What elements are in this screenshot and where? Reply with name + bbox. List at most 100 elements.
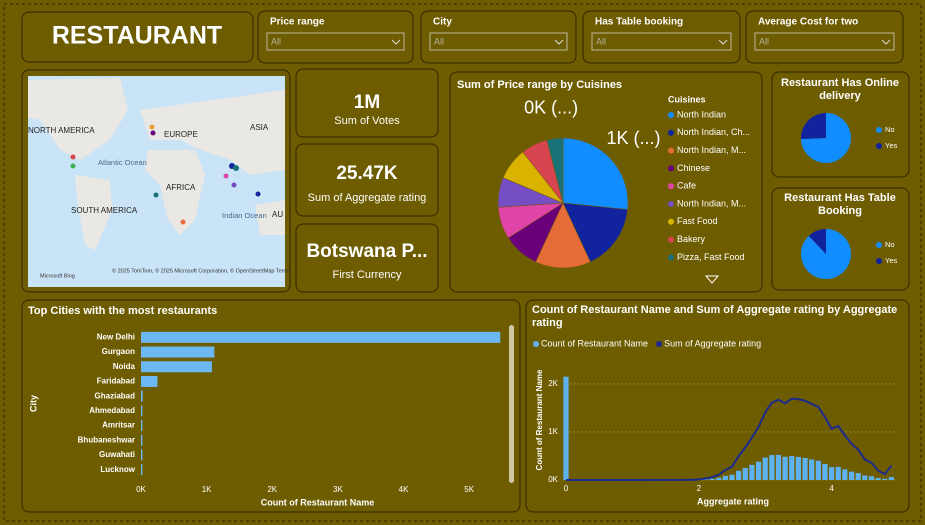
legend-marker bbox=[668, 236, 674, 243]
legend-marker bbox=[656, 341, 663, 347]
map-land bbox=[255, 200, 285, 235]
map-dot bbox=[149, 124, 155, 130]
legend-title: Cuisines bbox=[668, 94, 706, 104]
legend-label: Pizza, Fast Food bbox=[677, 252, 745, 262]
dropdown-chevron bbox=[718, 39, 728, 45]
legend-label: Yes bbox=[885, 256, 897, 265]
chart-title: Sum of Price range by Cuisines bbox=[457, 79, 622, 91]
slicer-label: Has Table booking bbox=[595, 17, 683, 28]
bar bbox=[141, 331, 501, 343]
pie-slice bbox=[546, 137, 564, 204]
map-dot bbox=[153, 192, 159, 198]
y-tick-label: Ahmedabad bbox=[89, 406, 135, 415]
legend-marker bbox=[876, 258, 882, 264]
bar bbox=[855, 473, 861, 480]
map-land bbox=[145, 150, 205, 235]
x-axis-title: Count of Restaurant Name bbox=[261, 497, 375, 507]
line bbox=[565, 397, 893, 481]
dropdown-box bbox=[266, 32, 405, 51]
chart-title-box: Count of Restaurant Name and Sum of Aggr… bbox=[532, 304, 897, 329]
slicer-label: City bbox=[433, 17, 452, 28]
dropdown-value: All bbox=[434, 36, 444, 46]
bar bbox=[795, 456, 801, 480]
bar bbox=[769, 455, 775, 480]
y-tick-label: Guwahati bbox=[99, 450, 135, 459]
legend-marker bbox=[668, 165, 674, 172]
card-panel bbox=[295, 223, 439, 293]
legend-marker bbox=[668, 201, 674, 207]
x-axis-title: Aggregate rating bbox=[697, 496, 769, 506]
bar bbox=[815, 460, 821, 480]
slicer-dropdown[interactable]: All bbox=[591, 32, 732, 51]
bar bbox=[709, 478, 715, 480]
header-panel bbox=[21, 11, 254, 63]
pie-slice bbox=[801, 113, 826, 140]
y-tick-label: Noida bbox=[113, 362, 136, 371]
bar bbox=[141, 375, 158, 387]
bar bbox=[762, 457, 768, 480]
bar bbox=[736, 470, 742, 480]
bar bbox=[868, 476, 875, 480]
card-label: First Currency bbox=[332, 269, 402, 281]
pie-slice bbox=[801, 112, 852, 163]
chart-title-box: Restaurant Has Table Booking bbox=[784, 192, 896, 217]
header-title: RESTAURANT bbox=[52, 22, 222, 50]
x-tick-label: 0K bbox=[136, 485, 146, 494]
data-label: 1K (...) bbox=[606, 128, 660, 148]
legend-scroll-arrow[interactable] bbox=[704, 275, 720, 284]
map-label: EUROPE bbox=[164, 130, 198, 139]
chart-panel bbox=[525, 299, 910, 513]
map-dot bbox=[231, 182, 237, 188]
y-tick-label: 2K bbox=[548, 379, 558, 388]
y-axis-title: Count of Restaurant Name bbox=[535, 369, 544, 470]
card-label: Sum of Votes bbox=[334, 115, 400, 127]
legend-marker bbox=[876, 143, 882, 149]
bar bbox=[848, 471, 855, 480]
map-label: Atlantic Ocean bbox=[98, 158, 147, 167]
card-value: Botswana P... bbox=[306, 241, 427, 262]
map-attribution: © 2025 TomTom, © 2025 Microsoft Corporat… bbox=[112, 267, 291, 274]
data-label: 0K (...) bbox=[524, 97, 578, 117]
chart-title-box: Restaurant Has Online delivery bbox=[781, 77, 899, 102]
scrollbar[interactable] bbox=[509, 325, 514, 483]
legend-marker bbox=[668, 183, 674, 190]
x-tick-label: 0 bbox=[564, 484, 569, 493]
y-tick-label: 1K bbox=[548, 427, 558, 436]
slicer-dropdown[interactable]: All bbox=[266, 32, 405, 51]
y-tick-label: Ghaziabad bbox=[95, 391, 136, 400]
bar bbox=[141, 464, 143, 476]
x-tick-label: 4 bbox=[829, 484, 834, 493]
bar bbox=[822, 463, 828, 480]
bar bbox=[749, 464, 755, 480]
bar bbox=[755, 461, 762, 480]
bar bbox=[802, 457, 808, 480]
map-label: AU bbox=[272, 210, 283, 219]
x-tick-label: 2 bbox=[697, 484, 702, 493]
legend-label: Count of Restaurant Name bbox=[541, 338, 648, 348]
y-tick-label: Faridabad bbox=[97, 377, 135, 386]
legend-label: No bbox=[885, 240, 895, 249]
bar bbox=[141, 346, 215, 358]
map[interactable] bbox=[28, 76, 285, 287]
legend-label: North Indian bbox=[677, 109, 726, 119]
x-tick-label: 5K bbox=[464, 485, 474, 494]
bar bbox=[862, 475, 868, 480]
map-dot bbox=[70, 163, 76, 169]
slicer-dropdown[interactable]: All bbox=[754, 32, 895, 51]
card-value: 25.47K bbox=[336, 163, 398, 184]
map-land bbox=[140, 90, 285, 175]
y-tick-label: Lucknow bbox=[100, 465, 135, 474]
legend-label: Bakery bbox=[677, 234, 706, 244]
bar bbox=[742, 467, 748, 480]
legend-label: North Indian, M... bbox=[677, 145, 746, 155]
map-land bbox=[75, 175, 112, 250]
dropdown-value: All bbox=[759, 36, 769, 46]
bar bbox=[888, 477, 894, 480]
bar bbox=[842, 469, 848, 480]
legend-marker bbox=[668, 218, 674, 225]
legend-label: Cafe bbox=[677, 181, 696, 191]
pie-slice bbox=[535, 202, 591, 269]
dropdown-value: All bbox=[596, 36, 606, 46]
slicer-dropdown[interactable]: All bbox=[429, 32, 568, 51]
card-value: 1M bbox=[354, 92, 380, 113]
